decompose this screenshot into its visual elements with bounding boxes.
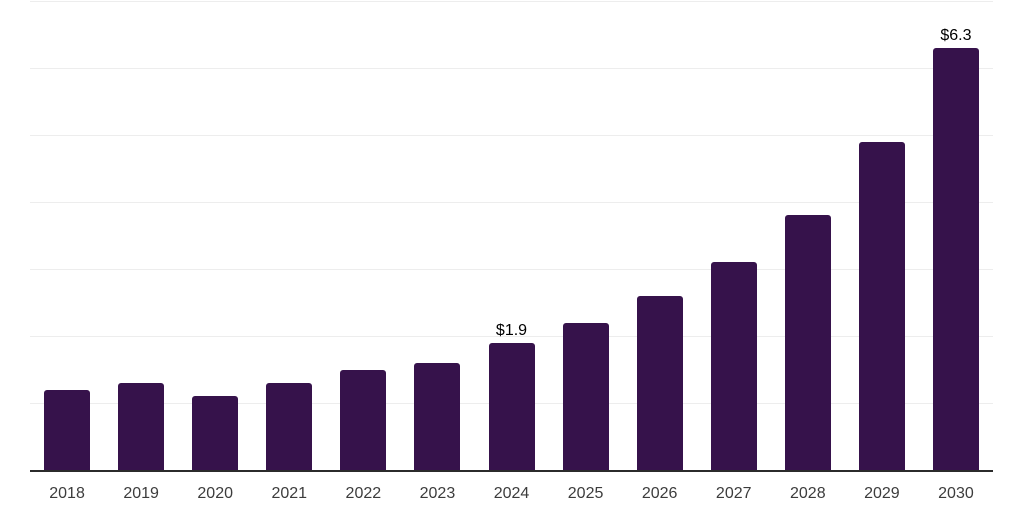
bar-2030 [932,47,979,470]
bar-2026 [636,295,683,470]
x-tick-label-2029: 2029 [864,485,900,502]
gridline [30,68,993,69]
bar-2020 [192,396,239,470]
data-label-2024: $1.9 [495,321,528,339]
x-tick-label-2018: 2018 [49,485,85,502]
data-label-2030: $6.3 [940,26,972,44]
x-tick-label-2023: 2023 [419,485,456,502]
bar-2021 [266,382,313,470]
x-tick-label-2019: 2019 [123,485,159,502]
bar-2024 [488,342,535,470]
gridline [30,1,993,2]
x-tick-label-2022: 2022 [345,485,382,502]
gridline [30,269,993,270]
gridline [30,202,993,203]
x-tick-label-2025: 2025 [567,485,604,502]
x-tick-label-2027: 2027 [715,485,752,502]
x-axis-line [30,470,993,472]
x-tick-label-2024: 2024 [493,485,530,502]
bar-2022 [340,369,387,470]
x-tick-label-2028: 2028 [790,485,826,502]
bar-2019 [118,382,165,470]
x-tick-label-2021: 2021 [271,485,308,502]
gridline [30,336,993,337]
x-tick-label-2020: 2020 [197,485,233,502]
plot-area: 2018 2019 2020 2021 2022 2023 $1.9 2024 2025 2026… [30,0,993,512]
x-tick-label-2030: 2030 [938,485,974,502]
bar-2023 [414,362,461,470]
bar-2029 [858,141,905,470]
bar-2018 [44,389,91,470]
gridline [30,135,993,136]
x-tick-label-2026: 2026 [641,485,678,502]
bar-2025 [562,322,609,470]
bar-2028 [784,215,831,470]
bar-2027 [710,262,757,470]
